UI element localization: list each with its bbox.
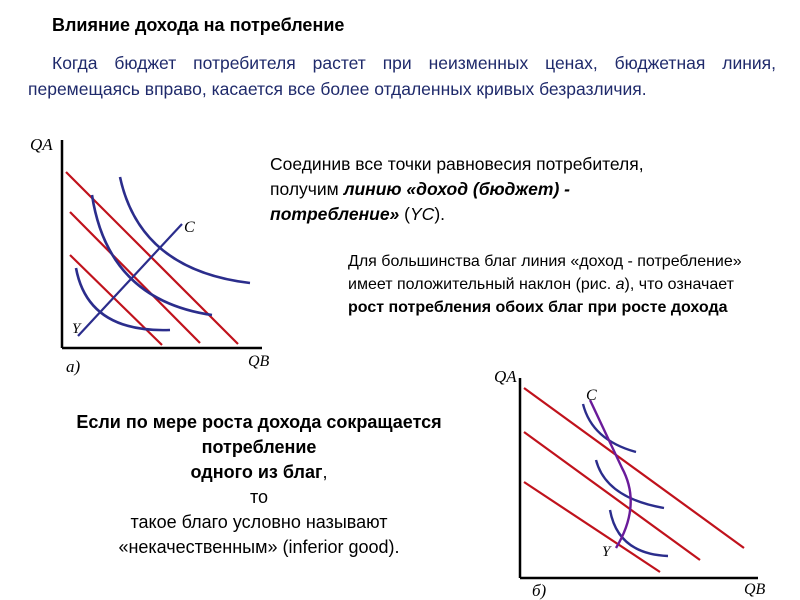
note3-line-3: то (249, 487, 269, 507)
note2-text-2: ), что означает (624, 276, 734, 293)
diagram-a-indifference-curves (74, 176, 251, 332)
note-inferior-good: Если по мере роста дохода сокращается по… (24, 410, 494, 560)
diagram-a-indifference-curve-3 (118, 176, 251, 285)
note3-bold-2: одного из благ (190, 462, 323, 482)
diagram-a-y-axis-label: QA (30, 135, 53, 154)
note1-abbr: YC (410, 204, 435, 224)
slide-title: Влияние дохода на потребление (52, 15, 345, 35)
note2-text-1: Для большинства благ линия «доход - потр… (348, 253, 742, 293)
note3-comma: , (322, 462, 328, 482)
note1-text-2: ( (399, 204, 410, 224)
note1-text-1: Соединив все точки равновесия потребител… (270, 154, 644, 199)
note3-bold-1: Если по мере роста дохода сокращается по… (76, 412, 442, 457)
diagram-a-income-consumption-line (77, 223, 183, 337)
intro-paragraph: Когда бюджет потребителя растет при неиз… (28, 53, 776, 99)
diagram-a-indifference-curve-1 (74, 267, 171, 332)
note2-bold: рост потребления обоих благ при росте до… (348, 299, 728, 316)
diagram-a-budget-line-1 (69, 254, 163, 346)
note3-line-4: такое благо условно называют (130, 512, 388, 532)
note1-text-3: ). (434, 204, 446, 224)
note-income-consumption-line: Соединив все точки равновесия потребител… (270, 152, 650, 227)
note3-line-5: «некачественным» (inferior good). (118, 537, 400, 557)
note-positive-slope: Для большинства благ линия «доход - потр… (348, 250, 748, 319)
diagram-a-panel-label: а) (66, 357, 81, 376)
diagram-a-budget-line-2 (69, 211, 201, 344)
diagram-a-axes (60, 140, 262, 350)
diagram-a-x-axis-label: QB (248, 353, 270, 370)
diagram-a-label-c: C (184, 219, 195, 236)
diagram-a-indifference-curve-2 (90, 194, 213, 317)
diagram-a-label-y: Y (72, 321, 82, 337)
note1-term: линию «доход (бюджет) - потребление» (270, 179, 570, 224)
note2-fig-ref: а (615, 276, 625, 293)
